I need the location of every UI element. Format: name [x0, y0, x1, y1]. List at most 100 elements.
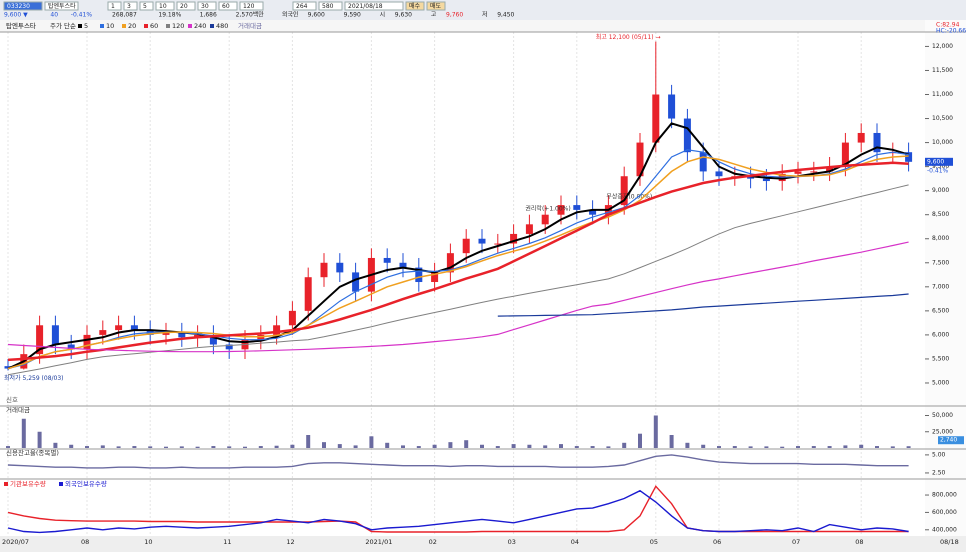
volume-bar [890, 446, 895, 448]
toolbar-text[interactable]: 120 [243, 3, 255, 10]
y-tick-label: 2.50 [932, 469, 946, 476]
candle-body [51, 325, 59, 345]
toolbar-field[interactable] [155, 1, 175, 11]
toolbar-text[interactable]: 033230 [7, 3, 30, 10]
toolbar-text[interactable]: 264 [296, 3, 308, 10]
volume-bar [574, 446, 579, 448]
x-tick-label: 04 [571, 538, 579, 546]
toolbar-field[interactable] [139, 1, 154, 11]
quote-text: 9,590 [344, 12, 361, 19]
toolbar-field[interactable] [123, 1, 138, 11]
toolbar-text[interactable]: 30 [201, 3, 209, 10]
toolbar-text[interactable]: 탑엔투스타 [48, 2, 76, 10]
candle-body [352, 272, 360, 292]
quote-text: 19.18% [158, 12, 181, 19]
change-label: -0.41% [927, 167, 949, 174]
line-series [7, 149, 909, 370]
candle-body [573, 205, 581, 210]
candle-body [762, 178, 770, 182]
corner-label: C:82.94 [936, 22, 960, 29]
annotation: 최고 12,100 (05/11) → [596, 33, 661, 41]
candle-body [478, 238, 486, 244]
toolbar-field[interactable] [239, 1, 264, 11]
toolbar-field[interactable] [44, 1, 79, 11]
volume-bar [306, 435, 311, 448]
toolbar-field[interactable] [176, 1, 196, 11]
toolbar-field[interactable] [344, 1, 404, 11]
toolbar-text[interactable]: 20 [180, 3, 188, 10]
candle-body [699, 152, 707, 172]
candle-body [857, 132, 865, 143]
y-tick-label: 11,000 [932, 91, 953, 98]
toolbar-text[interactable]: 3 [127, 3, 131, 10]
legend-label: 20 [128, 22, 136, 30]
volume-legend: 거래대금 [238, 21, 262, 30]
toolbar-text[interactable]: 2021/08/18 [348, 3, 383, 10]
toolbar-text[interactable]: 10 [159, 3, 167, 10]
x-tick-label: 12 [286, 538, 294, 546]
toolbar-field[interactable] [426, 1, 446, 11]
toolbar-field[interactable] [292, 1, 317, 11]
candle-body [273, 325, 281, 335]
volume-bar [717, 446, 721, 448]
toolbar-field[interactable] [197, 1, 217, 11]
candle-body [209, 334, 217, 345]
toolbar-field[interactable] [318, 1, 343, 11]
y-tick-label: 5,500 [932, 355, 949, 362]
volume-bar [85, 446, 89, 448]
signal-label: 신호 [6, 395, 18, 404]
volume-bar [243, 446, 247, 448]
toolbar-text[interactable]: 580 [322, 3, 334, 10]
candle-body [162, 332, 170, 335]
toolbar-text[interactable]: 60 [222, 3, 230, 10]
x-end-label: 08/18 [940, 538, 959, 546]
y-tick-label: 11,500 [932, 67, 953, 74]
x-tick-label: 08 [81, 538, 89, 546]
toolbar-text[interactable]: 5 [143, 3, 147, 10]
candle-body [225, 344, 233, 350]
axis-bg [0, 536, 966, 552]
candle-body [525, 224, 533, 234]
volume-bar [495, 446, 500, 448]
y-tick-label: 10,000 [932, 139, 953, 146]
volume-bar [337, 444, 342, 448]
panel-title: 신용잔고율(종목별) [6, 448, 59, 457]
y-tick-label: 800,000 [932, 492, 957, 499]
candle-body [541, 214, 549, 225]
volume-bar [164, 446, 168, 448]
legend-label: 60 [150, 22, 158, 30]
toolbar-field[interactable] [405, 1, 425, 11]
line-series [7, 122, 909, 370]
quote-text: 9,630 [395, 12, 412, 19]
quote-text: 268,087 [112, 12, 137, 19]
candle-body [415, 267, 423, 283]
volume-bar [764, 446, 769, 448]
toolbar-field[interactable] [218, 1, 238, 11]
x-tick-label: 08 [855, 538, 863, 546]
y-tick-label: 8,500 [932, 211, 949, 218]
volume-bar [6, 446, 10, 448]
legend-swatch [59, 482, 63, 486]
y-tick-label: 12,000 [932, 43, 953, 50]
candle-body [510, 233, 518, 244]
annotation: 권리락(+1.00%) [525, 205, 570, 213]
current-price-box [925, 157, 953, 166]
toolbar-text[interactable]: 1 [111, 3, 115, 10]
volume-bar [480, 444, 484, 448]
quote-text: 40 [50, 12, 58, 19]
volume-bar [179, 446, 184, 448]
volume-bar [258, 446, 263, 448]
y-tick-label: 8,000 [932, 235, 949, 242]
volume-bar [796, 446, 800, 448]
candle-body [336, 262, 344, 273]
toolbar-field[interactable] [107, 1, 122, 11]
toolbar-text[interactable]: 매도 [430, 2, 442, 10]
volume-bar [606, 446, 611, 448]
toolbar-field[interactable] [3, 1, 43, 11]
volume-bar [448, 442, 453, 448]
y-tick-label: 5,000 [932, 379, 949, 386]
toolbar-text[interactable]: 매수 [409, 2, 421, 10]
y-tick-label: 9,500 [932, 163, 949, 170]
volume-bar [780, 446, 785, 448]
